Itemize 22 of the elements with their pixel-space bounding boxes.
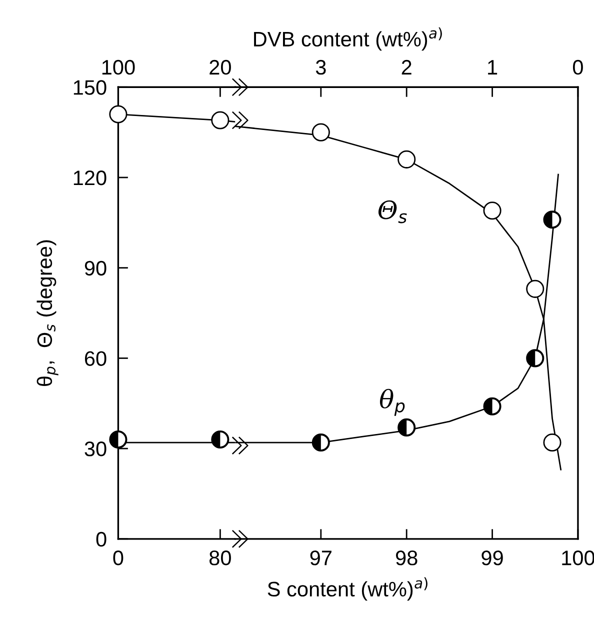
x2-tick-label: 0: [572, 60, 583, 75]
series-label: θ$_{p}$: [380, 388, 405, 416]
x-tick-label: 98: [396, 550, 418, 566]
x-axis-title: S content (wt%)$^{a)}$: [268, 577, 428, 601]
x-tick-label: 80: [210, 550, 231, 566]
y-tick-label: 90: [84, 260, 106, 276]
x2-tick-label: 3: [316, 60, 326, 75]
y-tick-label: 0: [96, 532, 106, 547]
x-tick-label: 0: [113, 550, 124, 566]
x2-tick-label: 20: [210, 60, 231, 75]
x2-axis-title: DVB content (wt%)$^{a)}$: [254, 27, 442, 51]
x-tick-label: 97: [310, 550, 332, 566]
y-tick-label: 30: [84, 442, 106, 456]
x2-tick-label: 100: [102, 60, 135, 75]
y-tick-label: 150: [74, 80, 106, 95]
y-tick-label: 60: [84, 351, 106, 366]
series-label: Θ$_{s}$: [378, 200, 407, 224]
x2-tick-label: 2: [402, 60, 412, 74]
x-tick-label: 99: [482, 550, 503, 566]
x2-tick-label: 1: [488, 60, 498, 74]
y-axis-title: θ$_{p}$, Θ$_{s}$ (degree): [36, 240, 58, 386]
y-tick-label: 120: [74, 170, 106, 186]
